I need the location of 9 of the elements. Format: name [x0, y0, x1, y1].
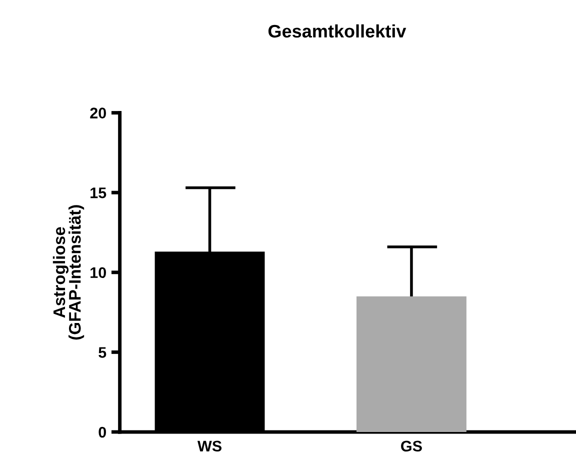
x-tick-label: WS — [197, 440, 222, 452]
y-tick-label: 10 — [90, 267, 106, 278]
x-tick-label: GS — [401, 440, 422, 452]
chart-title: Gesamtkollektiv — [268, 24, 406, 38]
y-tick-label: 15 — [90, 188, 106, 198]
y-tick-label: 0 — [98, 426, 106, 438]
y-tick-label: 5 — [98, 347, 106, 358]
y-axis-title: Astrogliose (GFAP-Intensität) — [52, 205, 84, 340]
y-tick-label: 20 — [90, 108, 106, 118]
